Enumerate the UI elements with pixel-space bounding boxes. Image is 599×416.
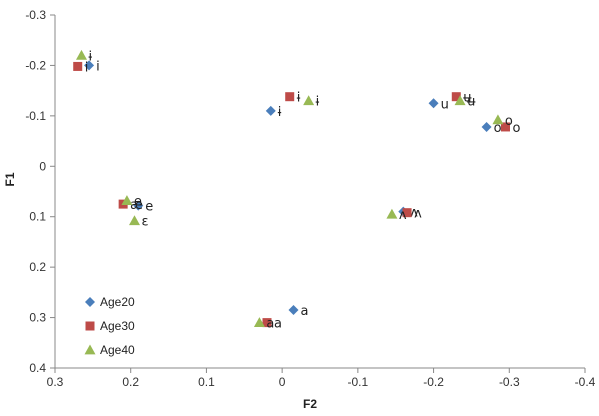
legend-label: Age20 xyxy=(100,295,135,309)
data-point-age20 xyxy=(84,60,95,71)
point-label: o xyxy=(494,121,502,136)
point-label: æ xyxy=(130,198,143,213)
data-point-age40 xyxy=(129,215,140,226)
x-tick-label: 0 xyxy=(279,375,286,389)
point-label: ʌ xyxy=(399,208,407,223)
data-point-age20 xyxy=(428,98,439,109)
point-label: a xyxy=(266,317,274,332)
x-tick-label: 0.2 xyxy=(122,375,139,389)
y-tick-label: -0.1 xyxy=(25,109,46,123)
point-label: a xyxy=(274,317,282,332)
legend-marker xyxy=(84,344,96,355)
x-tick-label: 0.1 xyxy=(198,375,215,389)
point-label: e xyxy=(134,195,142,210)
y-tick-label: 0.3 xyxy=(29,311,46,325)
point-label: ɨ xyxy=(89,49,93,64)
legend-marker xyxy=(85,297,95,307)
y-tick-label: 0.1 xyxy=(29,210,46,224)
data-point-age20 xyxy=(265,105,276,116)
point-label: ɨ xyxy=(316,95,320,110)
data-point-age40 xyxy=(121,195,133,205)
data-point-age20 xyxy=(133,200,144,211)
x-tick-label: -0.1 xyxy=(348,375,369,389)
data-point-age40 xyxy=(253,317,265,328)
data-point-age40 xyxy=(454,95,466,106)
x-tick-label: 0.3 xyxy=(47,375,64,389)
y-tick-label: -0.3 xyxy=(25,8,46,22)
data-point-age30 xyxy=(262,318,272,328)
x-axis-title: F2 xyxy=(303,397,317,411)
legend-label: Age40 xyxy=(100,343,135,357)
point-label: ʌ xyxy=(410,206,418,221)
point-label: a xyxy=(301,304,309,319)
point-label: e xyxy=(145,200,153,215)
y-tick-label: -0.2 xyxy=(25,58,46,72)
data-point-age40 xyxy=(76,49,87,60)
point-label: o xyxy=(513,121,521,136)
point-label: ɨ xyxy=(297,91,301,106)
point-label: ʌ xyxy=(414,207,422,222)
point-label: o xyxy=(505,114,513,129)
data-point-age30 xyxy=(501,122,510,132)
point-label: ʉ xyxy=(463,91,472,106)
legend-marker xyxy=(85,321,95,331)
x-tick-label: -0.4 xyxy=(575,375,596,389)
data-point-age30 xyxy=(402,208,412,218)
y-axis-title: F1 xyxy=(3,172,17,186)
y-tick-label: 0.2 xyxy=(29,260,46,274)
y-tick-label: 0.4 xyxy=(29,361,46,375)
point-label: ʉ xyxy=(467,95,476,110)
data-point-age30 xyxy=(73,61,83,71)
data-point-age20 xyxy=(288,305,299,316)
x-tick-label: -0.3 xyxy=(499,375,520,389)
data-point-age40 xyxy=(386,208,398,219)
point-label: u xyxy=(441,97,449,112)
data-point-age40 xyxy=(303,95,315,106)
data-point-age30 xyxy=(285,92,295,102)
data-point-age40 xyxy=(492,114,504,125)
point-label: i xyxy=(96,59,100,74)
point-label: ɨ xyxy=(278,105,282,120)
data-point-age30 xyxy=(451,92,461,102)
point-label: ɛ xyxy=(142,215,149,230)
y-tick-label: 0 xyxy=(39,159,46,173)
data-point-age20 xyxy=(481,121,492,132)
x-tick-label: -0.2 xyxy=(423,375,444,389)
legend-label: Age30 xyxy=(100,319,135,333)
point-label: i xyxy=(85,60,89,75)
